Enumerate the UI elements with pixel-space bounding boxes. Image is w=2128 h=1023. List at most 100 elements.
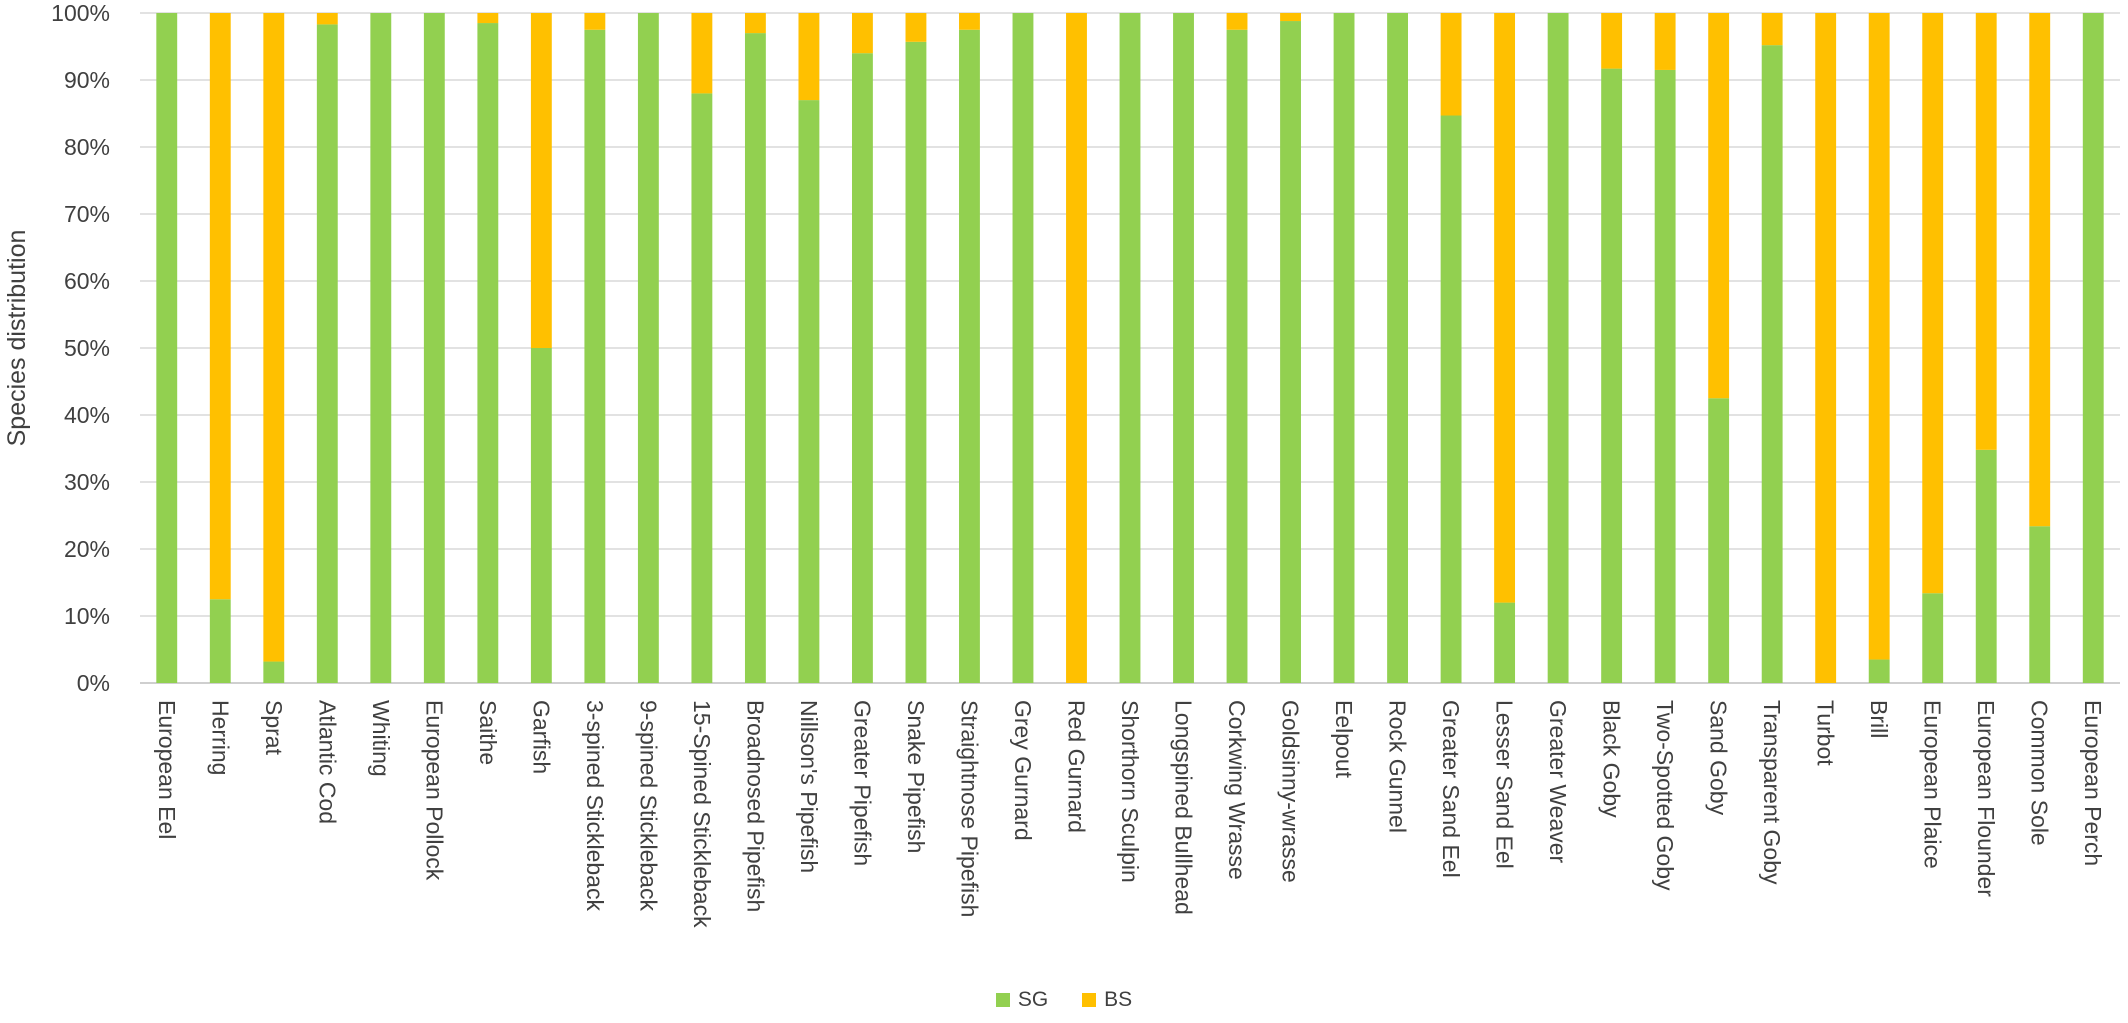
bar-bs [1922,13,1944,594]
bar-sg [959,29,980,683]
bar-bs [2029,13,2051,527]
bar-bs [209,13,231,600]
bar-bs [1654,13,1676,70]
x-tick-label: European Perch [2080,700,2106,866]
bar-sg [1226,29,1248,683]
bar-bs [1226,13,1248,30]
bar-sg [423,13,445,683]
legend-item-sg: SG [995,988,1049,1012]
x-tick-label: Black Goby [1599,700,1625,818]
legend-item-bs: BS [1082,988,1132,1012]
bar-bs [851,13,873,54]
bar-sg [2082,13,2104,683]
x-tick-label: European Pollock [421,700,447,881]
bar-sg [1119,13,1141,683]
bar-bs [691,13,713,94]
x-tick-label: Corkwing Wrasse [1224,700,1250,880]
x-tick-label: Transparent Goby [1759,700,1785,885]
y-tick-label: 90% [64,67,110,93]
bar-sg [798,100,820,684]
bar-sg [1333,13,1355,683]
bar-sg [1547,13,1569,683]
x-tick-label: Longspined Bullhead [1171,700,1197,915]
x-tick-label: 3-spined Stickleback [582,700,608,911]
bar-sg [530,348,552,683]
bar-sg [851,53,873,683]
legend-swatch-sg [995,993,1010,1007]
y-tick-label: 50% [64,335,110,361]
bar-bs [316,13,338,25]
bar-sg [1494,602,1516,683]
legend-label-bs: BS [1104,988,1133,1011]
x-tick-label: Eelpout [1331,700,1357,779]
x-tick-label: 15-Spined Stickleback [689,700,715,928]
x-tick-label: Atlantic Cod [314,700,340,824]
x-tick-label: European Flounder [1973,700,1999,897]
y-tick-label: 40% [64,402,110,428]
bar-bs [1815,13,1837,683]
x-tick-label: Greater Weaver [1545,700,1571,864]
bar-sg [370,13,392,683]
x-tick-label: European Eel [154,700,180,839]
bar-sg [1708,398,1730,683]
y-tick-label: 80% [64,134,110,160]
bar-bs [1868,13,1890,660]
bar-sg [1868,659,1890,683]
x-tick-label: Grey Gurnard [1010,700,1036,841]
bar-sg [1280,21,1301,684]
x-tick-label: Shorthorn Sculpin [1117,700,1143,883]
bar-sg [691,93,713,683]
bar-sg [744,33,766,684]
bar-bs [1494,13,1516,603]
bar-sg [1173,13,1194,683]
bar-sg [1601,68,1623,684]
bar-sg [584,29,606,683]
legend: SG BS [0,985,2128,1015]
x-tick-label: Garfish [528,700,554,774]
x-tick-label: Two-Spotted Goby [1652,700,1678,891]
bar-bs [1708,13,1730,399]
x-tick-label: Red Gurnard [1063,700,1089,833]
x-tick-label: Sprat [261,700,287,756]
bar-sg [637,13,659,683]
bar-bs [584,13,606,30]
bar-sg [905,41,927,684]
y-tick-labels: 0% 10% 20% 30% 40% 50% 60% 70% 80% 90% 100% [51,0,110,696]
x-tick-label: Turbot [1813,700,1839,766]
bar-bs [959,13,980,30]
bar-bs [798,13,820,101]
x-tick-label: Herring [207,700,233,775]
bar-bs [905,13,927,42]
bar-sg [1654,69,1676,683]
bar-bs [1601,13,1623,69]
bar-bs [1761,13,1783,46]
y-tick-label: 100% [51,0,110,26]
bar-sg [1440,115,1462,683]
x-tick-label: Greater Pipefish [849,700,875,866]
bar-sg [1922,593,1944,683]
x-tick-label: Nillson's Pipefish [796,700,822,873]
bar-sg [156,13,178,683]
bar-bs [744,13,766,34]
bar-bs [1280,13,1301,22]
bar-sg [1387,13,1409,683]
bar-sg [209,599,231,683]
x-tick-label: Saithe [475,700,501,765]
bar-bs [1975,13,1997,450]
bar-sg [1975,449,1997,683]
x-tick-label: Broadnosed Pipefish [742,700,768,912]
bar-sg [316,24,338,683]
x-tick-label: Lesser Sand Eel [1492,700,1518,869]
y-tick-label: 0% [77,670,110,696]
y-tick-label: 20% [64,536,110,562]
x-tick-label: Whiting [368,700,394,777]
y-tick-label: 70% [64,201,110,227]
legend-label-sg: SG [1017,988,1049,1011]
bar-bs [477,13,499,24]
bar-sg [263,661,285,683]
legend-swatch-bs [1082,993,1097,1007]
x-tick-labels: European Eel Herring Sprat Atlantic Cod Whit… [154,700,2106,928]
x-tick-label: Rock Gunnel [1385,700,1411,833]
